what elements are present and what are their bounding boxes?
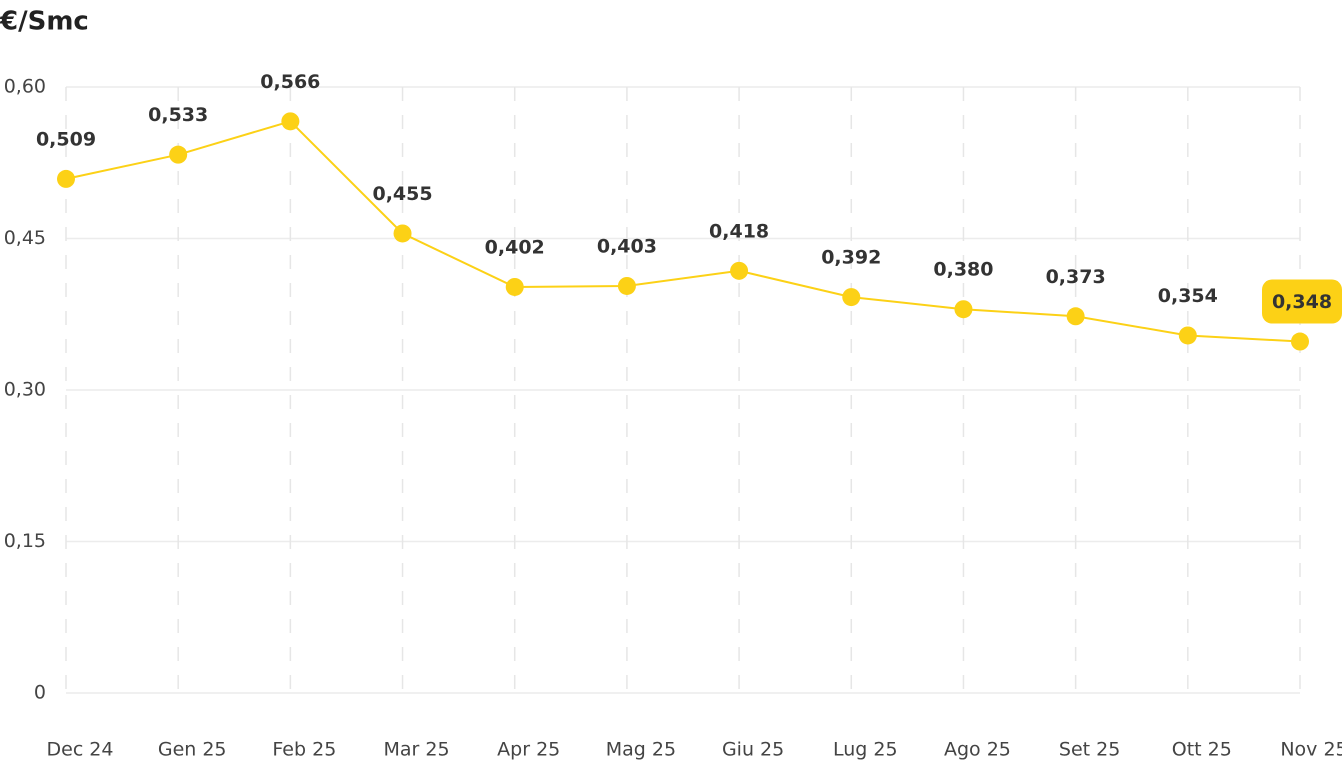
value-label: 0,509 — [36, 128, 96, 150]
value-label: 0,354 — [1158, 285, 1218, 307]
x-tick-label: Apr 25 — [497, 739, 560, 761]
x-tick-label: Ago 25 — [944, 739, 1011, 761]
value-label: 0,403 — [597, 235, 657, 257]
x-tick-label: Mag 25 — [606, 739, 676, 761]
value-label: 0,380 — [933, 259, 993, 281]
x-tick-label: Dec 24 — [47, 739, 114, 761]
value-label: 0,533 — [148, 104, 208, 126]
point — [57, 169, 75, 188]
value-label: 0,418 — [709, 220, 769, 242]
y-tick-label: 0 — [34, 682, 46, 704]
line — [65, 120, 1301, 343]
value-label: 0,348 — [1272, 291, 1332, 313]
value-label: 0,566 — [260, 71, 320, 93]
point — [954, 300, 973, 319]
point — [1066, 307, 1085, 326]
y-tick-label: 0,15 — [4, 530, 46, 552]
point — [1178, 326, 1197, 345]
x-tick-label: Gen 25 — [158, 739, 227, 761]
x-tick-label: Lug 25 — [833, 739, 898, 761]
value-label: 0,392 — [821, 247, 881, 269]
y-tick-label: 0,60 — [4, 76, 46, 98]
y-tick-label: 0,30 — [4, 379, 46, 401]
point — [617, 276, 636, 295]
x-tick-label: Set 25 — [1059, 739, 1120, 761]
value-label: 0,373 — [1046, 266, 1106, 288]
chart-title: €/Smc — [0, 7, 89, 37]
x-tick-label: Giu 25 — [722, 739, 784, 761]
point — [281, 112, 300, 131]
y-tick-label: 0,45 — [4, 227, 46, 249]
x-tick-label: Ott 25 — [1172, 739, 1232, 761]
point — [842, 288, 861, 307]
x-tick-label: Feb 25 — [272, 739, 336, 761]
point — [730, 261, 749, 280]
point — [393, 224, 412, 243]
point — [505, 277, 524, 296]
value-label: 0,455 — [372, 183, 432, 205]
point — [169, 145, 188, 164]
x-tick-label: Mar 25 — [384, 739, 450, 761]
value-label: 0,402 — [485, 236, 545, 258]
highlight-box — [1262, 279, 1342, 324]
x-tick-label: Nov 25 — [1280, 739, 1342, 761]
point — [1291, 332, 1309, 351]
